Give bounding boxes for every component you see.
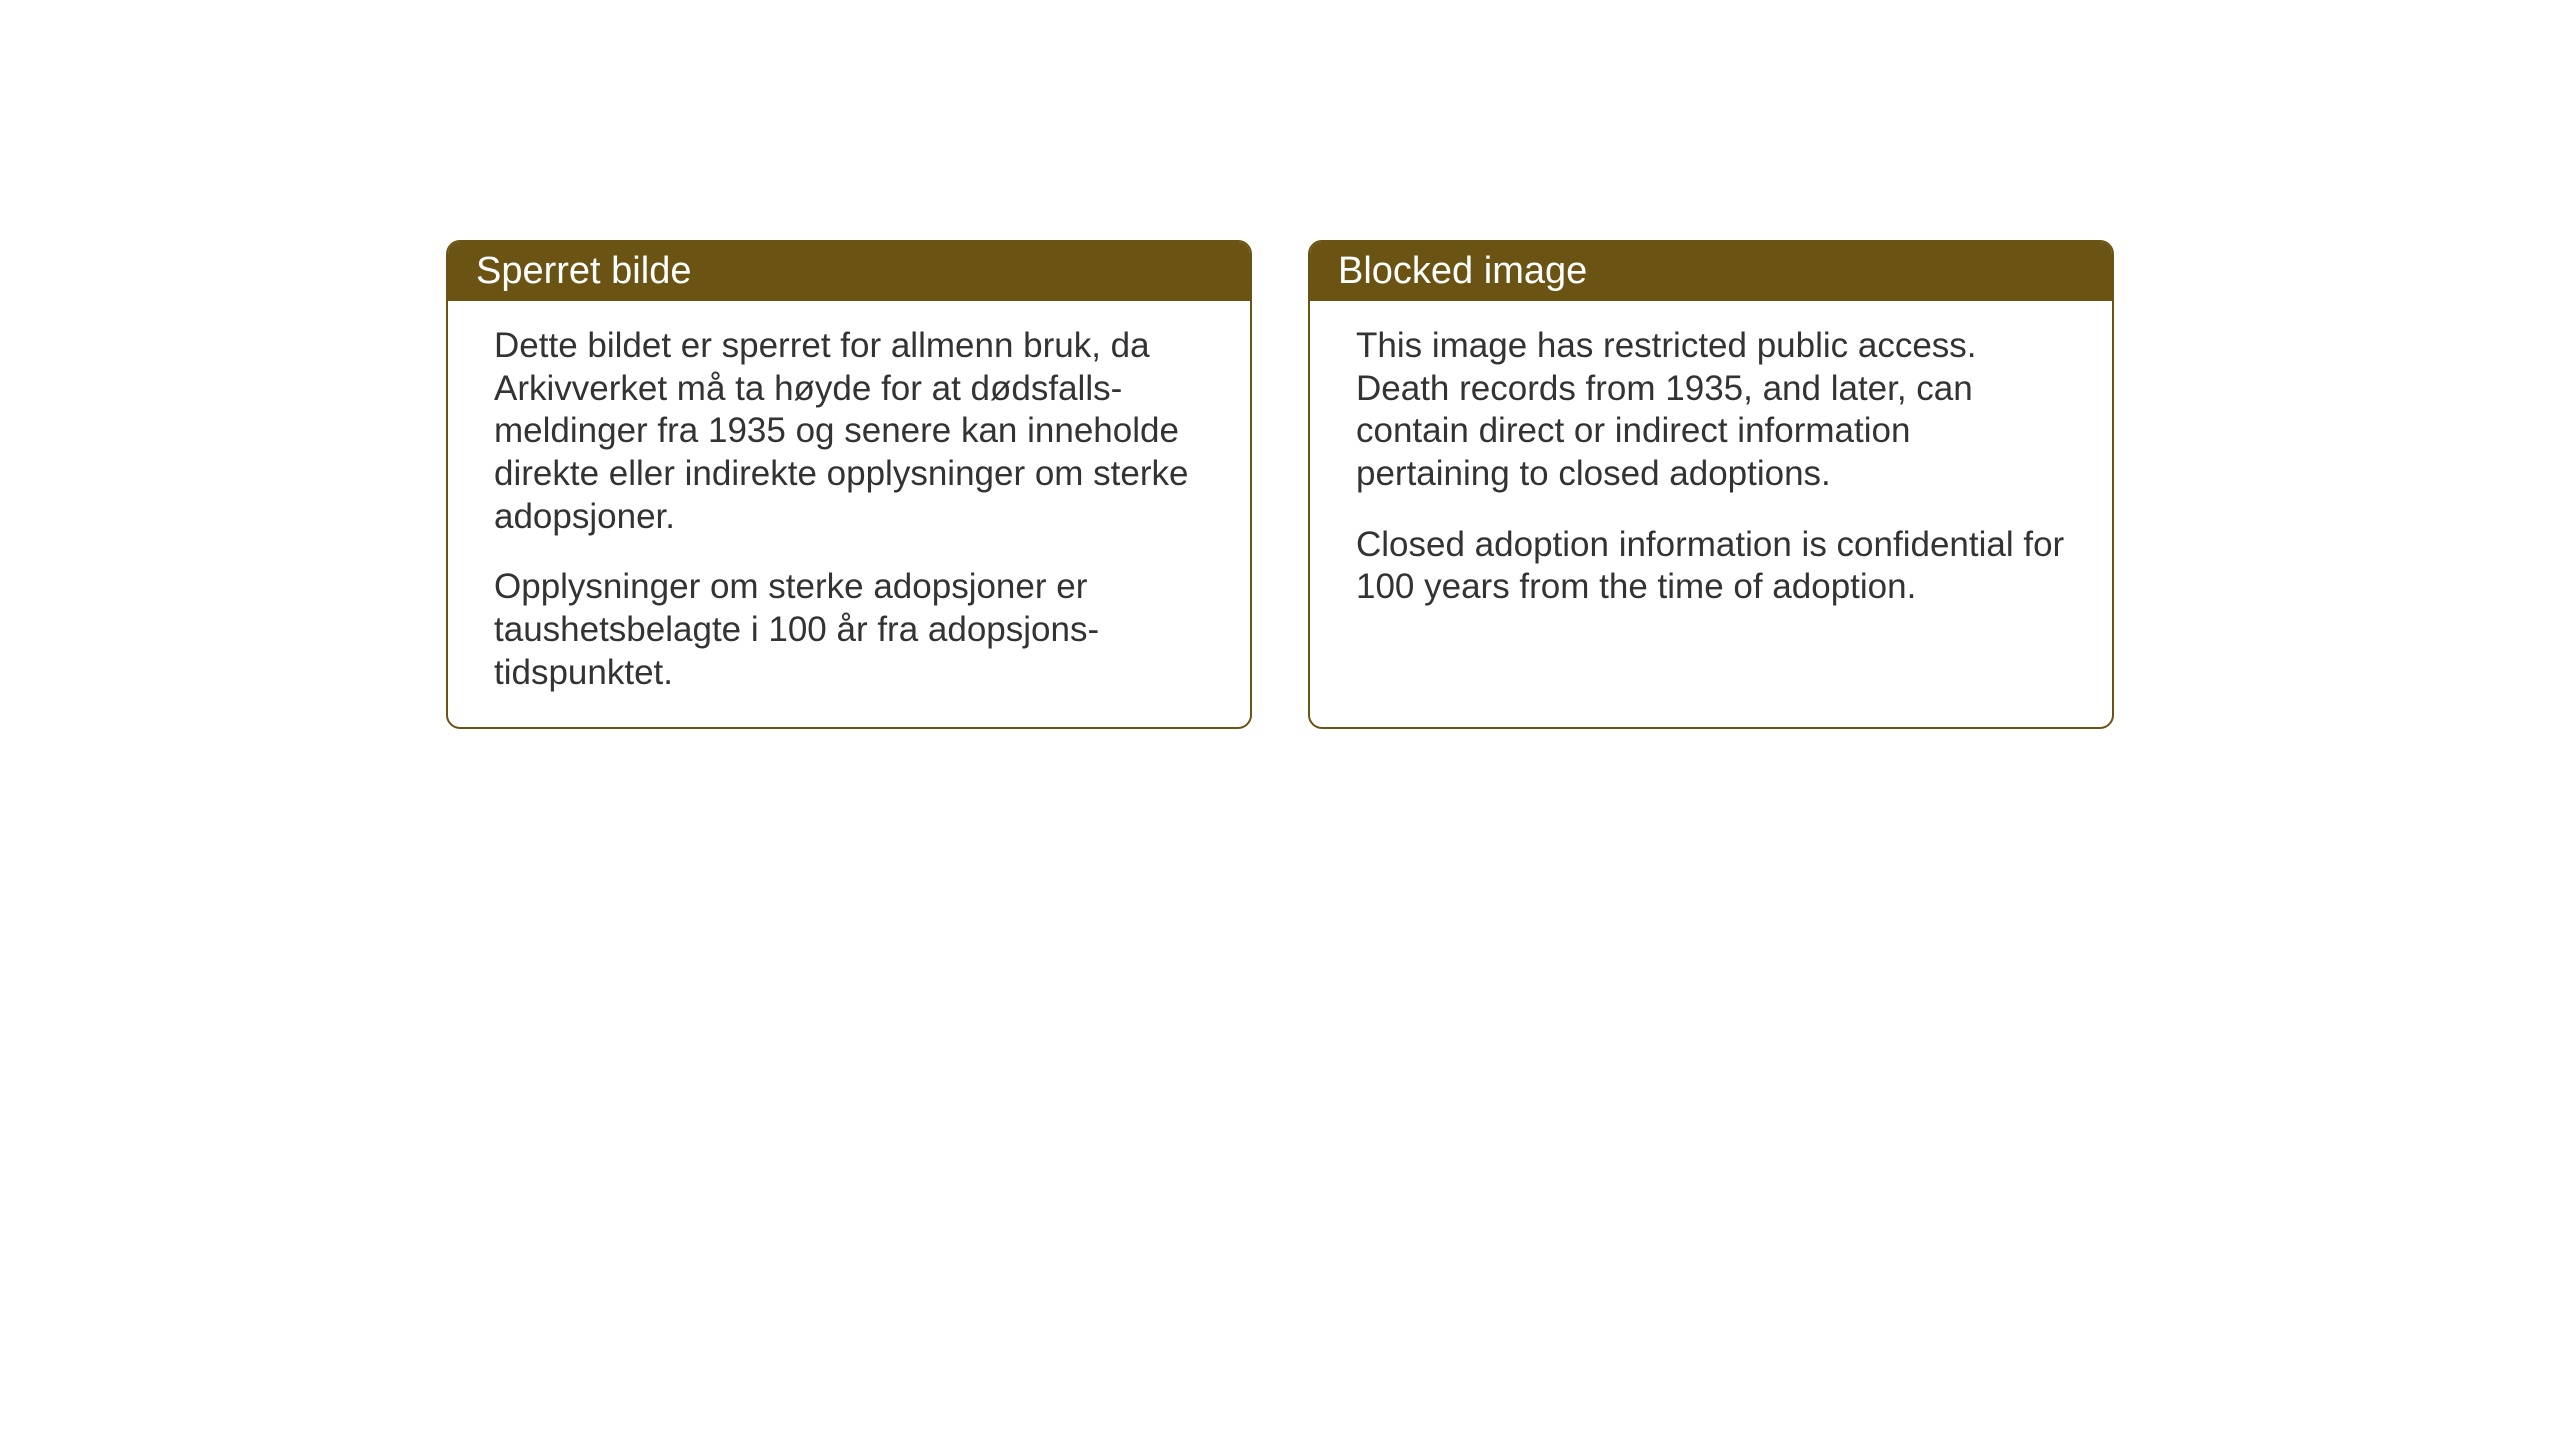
english-card-body: This image has restricted public access.…	[1310, 301, 2112, 641]
norwegian-card-header: Sperret bilde	[448, 242, 1250, 301]
notice-cards-container: Sperret bilde Dette bildet er sperret fo…	[446, 240, 2114, 729]
norwegian-paragraph-2: Opplysninger om sterke adopsjoner er tau…	[494, 566, 1204, 694]
norwegian-paragraph-1: Dette bildet er sperret for allmenn bruk…	[494, 325, 1204, 538]
english-notice-card: Blocked image This image has restricted …	[1308, 240, 2114, 729]
english-paragraph-2: Closed adoption information is confident…	[1356, 524, 2066, 609]
english-card-header: Blocked image	[1310, 242, 2112, 301]
norwegian-notice-card: Sperret bilde Dette bildet er sperret fo…	[446, 240, 1252, 729]
norwegian-card-body: Dette bildet er sperret for allmenn bruk…	[448, 301, 1250, 727]
english-paragraph-1: This image has restricted public access.…	[1356, 325, 2066, 496]
